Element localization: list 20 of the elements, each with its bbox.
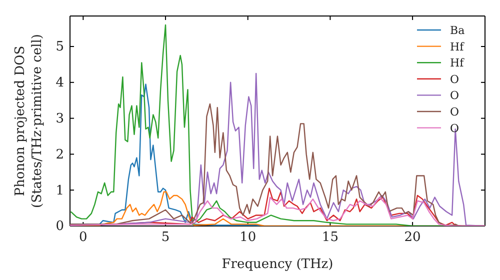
legend-label: O — [450, 106, 460, 118]
x-tick-label: 0 — [79, 230, 88, 246]
y-tick-label: 4 — [56, 76, 64, 91]
y-axis-title: Phonon projected DOS (States/THz·primitive cell) — [13, 34, 45, 208]
legend-label: O — [450, 89, 460, 102]
legend-label: Hf — [450, 56, 465, 70]
y-tick-label: 5 — [56, 40, 64, 55]
legend-label: Hf — [450, 40, 465, 54]
x-tick-label: 15 — [322, 230, 338, 246]
legend-label: O — [450, 72, 460, 86]
x-tick-label: 20 — [404, 230, 421, 246]
y-tick-label: 3 — [56, 111, 64, 126]
legend-label: Ba — [450, 24, 466, 37]
y-tick-label: 1 — [56, 183, 64, 198]
x-tick-label: 5 — [161, 230, 170, 246]
y-tick-label: 2 — [56, 147, 64, 162]
x-axis-title: Frequency (THz) — [222, 257, 334, 272]
legend-label: O — [450, 122, 460, 135]
x-tick-label: 10 — [240, 230, 256, 246]
y-tick-label: 0 — [56, 219, 64, 234]
